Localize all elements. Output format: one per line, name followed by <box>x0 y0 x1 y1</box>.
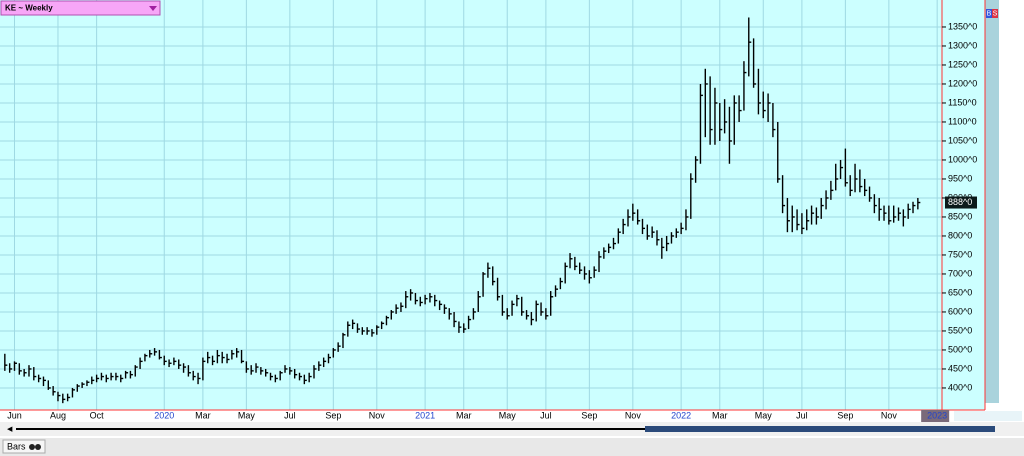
buy-button[interactable] <box>986 9 992 18</box>
y-tick-label: 850^0 <box>948 211 972 221</box>
bars-icon <box>35 444 41 450</box>
buy-label: B <box>987 10 992 17</box>
x-tick-label: 2022 <box>671 410 691 420</box>
x-tick-label: Sep <box>325 410 341 420</box>
symbol-title: KE ~ Weekly <box>5 4 53 13</box>
side-strip <box>985 0 999 403</box>
x-tick-label: Jul <box>796 410 808 420</box>
y-tick-label: 1000^0 <box>948 154 977 164</box>
x-tick-label: May <box>238 410 256 420</box>
bars <box>4 17 921 404</box>
last-price-box <box>945 196 977 209</box>
bars-icon <box>29 444 35 450</box>
y-tick-label: 550^0 <box>948 325 972 335</box>
x-tick-label: Mar <box>195 410 211 420</box>
x-tick-label: Nov <box>881 410 898 420</box>
period-highlight <box>921 410 950 422</box>
y-tick-label: 1200^0 <box>948 78 977 88</box>
bars-tab[interactable] <box>2 439 46 454</box>
x-tick-label: May <box>499 410 517 420</box>
y-tick-label: 500^0 <box>948 344 972 354</box>
y-tick-label: 1250^0 <box>948 59 977 69</box>
x-tick-label: Mar <box>456 410 472 420</box>
grid <box>0 0 942 410</box>
x-tick-label: 2023 <box>927 410 947 420</box>
y-tick-label: 1050^0 <box>948 135 977 145</box>
y-tick-label: 1100^0 <box>948 116 977 126</box>
y-tick-label: 950^0 <box>948 173 972 183</box>
plot-background <box>0 0 985 410</box>
x-tick-label: Aug <box>50 410 66 420</box>
x-tick-label: Sep <box>837 410 853 420</box>
last-price-label: 888^0 <box>948 197 972 207</box>
bars-tab-label: Bars <box>7 441 26 451</box>
scroll-left[interactable]: ◀ <box>7 426 13 433</box>
sell-button[interactable] <box>992 9 998 18</box>
x-tick-label: Jun <box>7 410 22 420</box>
y-tick-label: 800^0 <box>948 230 972 240</box>
x-tick-label: 2021 <box>415 410 435 420</box>
x-tick-label: Nov <box>369 410 386 420</box>
y-tick-label: 400^0 <box>948 382 972 392</box>
x-tick-label: Nov <box>625 410 642 420</box>
x-tick-label: May <box>755 410 773 420</box>
x-tick-label: Jul <box>540 410 552 420</box>
x-tick-label: Oct <box>90 410 105 420</box>
x-tick-label: Mar <box>712 410 728 420</box>
footer <box>0 438 1024 456</box>
y-tick-label: 450^0 <box>948 363 972 373</box>
y-tick-label: 600^0 <box>948 306 972 316</box>
y-tick-label: 1300^0 <box>948 40 977 50</box>
y-tick-label: 1350^0 <box>948 21 977 31</box>
symbol-box[interactable] <box>0 0 161 16</box>
y-tick-label: 750^0 <box>948 249 972 259</box>
x-tick-label: Jul <box>284 410 296 420</box>
sell-label: S <box>993 10 998 17</box>
zoom-buttons[interactable] <box>954 411 1022 421</box>
dropdown-arrow[interactable] <box>149 6 157 11</box>
y-tick-label: 700^0 <box>948 268 972 278</box>
y-tick-label: 650^0 <box>948 287 972 297</box>
x-tick-label: Sep <box>581 410 597 420</box>
x-tick-label: 2020 <box>154 410 174 420</box>
y-tick-label: 1150^0 <box>948 97 977 107</box>
scroll-thumb[interactable] <box>645 426 995 432</box>
